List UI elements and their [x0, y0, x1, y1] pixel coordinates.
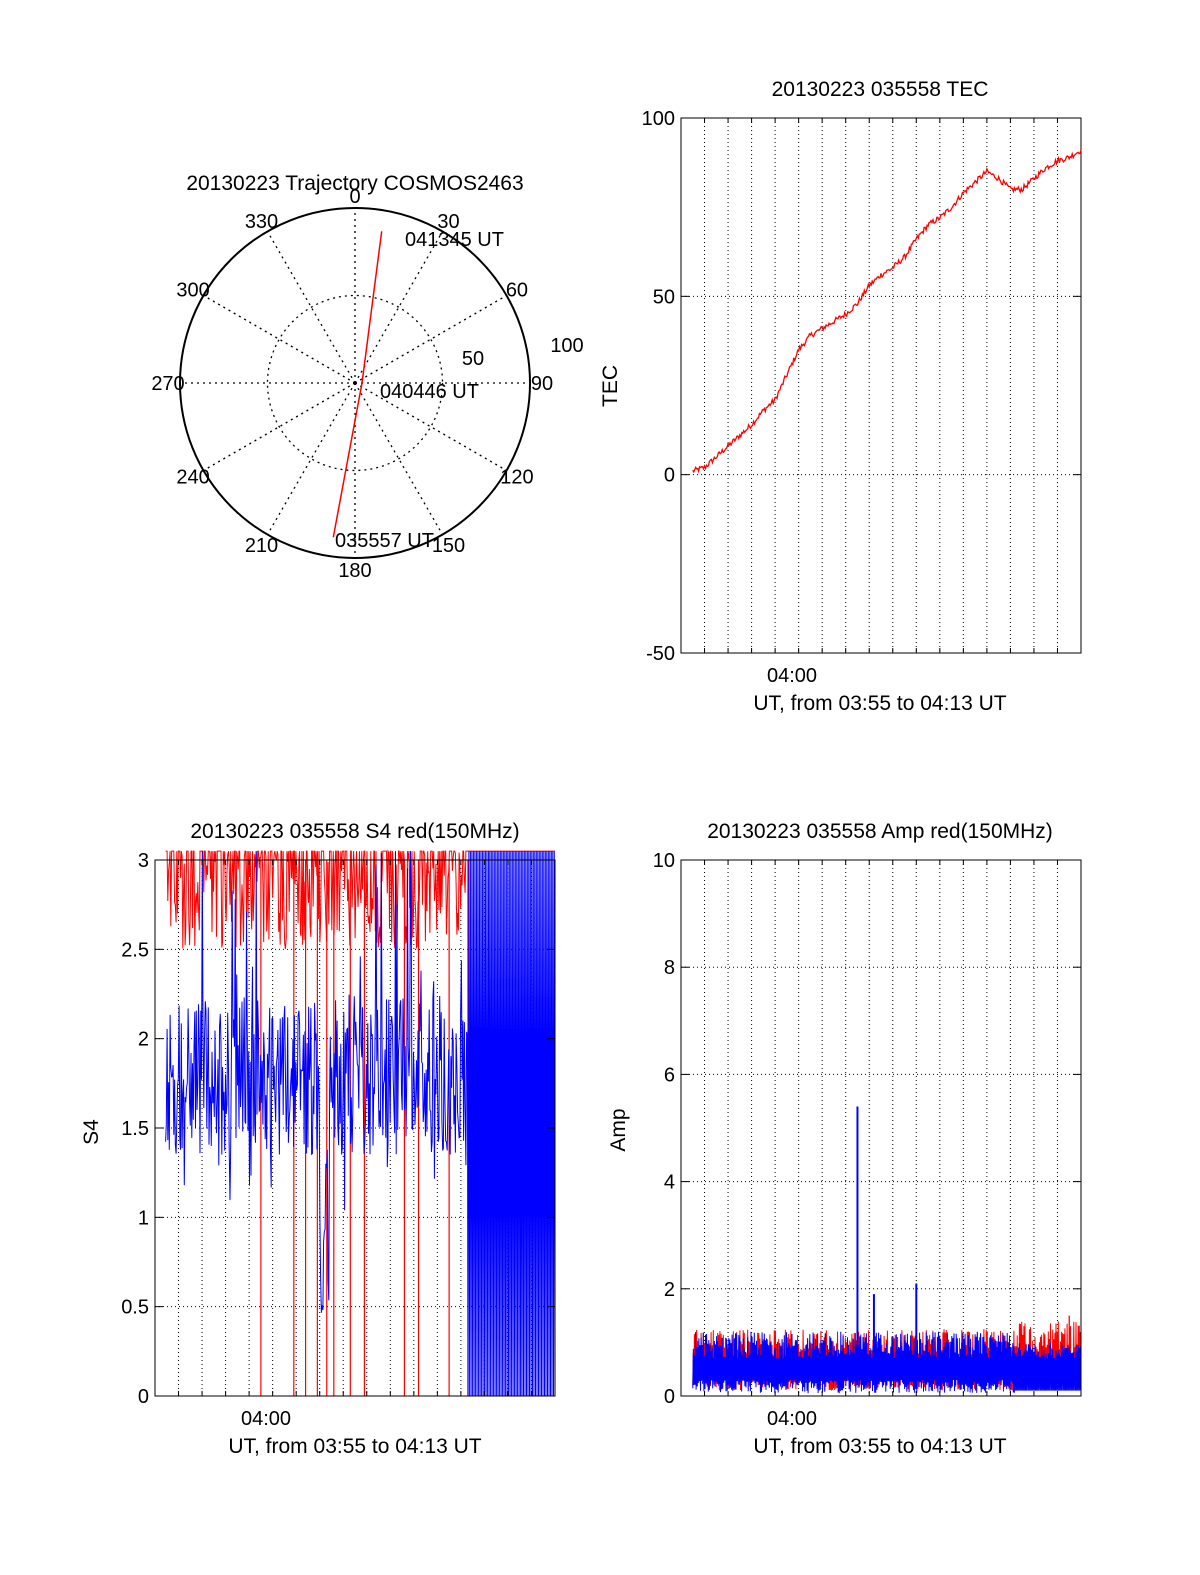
amp-blue-series — [692, 1106, 1082, 1394]
polar-radial-label-100: 100 — [550, 335, 583, 357]
polar-time-label-mid: 040446 UT — [380, 381, 479, 403]
polar-trajectory-panel: 20130223 Trajectory COSMOS2463 0 30 60 90 12… — [151, 172, 583, 582]
polar-angle-label: 60 — [506, 280, 528, 302]
s4-ytick-label: 2 — [138, 1029, 149, 1051]
polar-angle-label: 120 — [500, 467, 533, 489]
polar-angle-label: 0 — [349, 186, 360, 208]
s4-ytick-label: 1.5 — [121, 1118, 149, 1140]
s4-ytick-label: 0 — [138, 1386, 149, 1408]
polar-spoke — [203, 382, 356, 472]
polar-angle-label: 150 — [432, 535, 465, 557]
amp-y-ticks: 0 2 4 6 8 10 — [653, 850, 1082, 1408]
polar-angle-label: 90 — [531, 373, 553, 395]
amp-grid — [681, 860, 1081, 1396]
polar-trajectory-line — [332, 231, 383, 538]
tec-y-axis-label: TEC — [599, 365, 622, 407]
polar-angle-label: 330 — [245, 211, 278, 233]
amp-y-axis-label: Amp — [607, 1108, 630, 1151]
polar-angle-labels: 0 30 60 90 120 150 180 210 240 270 300 330 — [151, 186, 553, 582]
polar-spoke — [266, 231, 356, 384]
amp-plot-frame — [680, 859, 1082, 1397]
polar-ring-50 — [266, 294, 444, 472]
polar-title: 20130223 Trajectory COSMOS2463 — [186, 172, 523, 195]
tec-x-tick-label: 04:00 — [767, 665, 817, 687]
amp-x-axis-label: UT, from 03:55 to 04:13 UT — [753, 1435, 1006, 1458]
polar-angle-label: 240 — [176, 467, 209, 489]
amp-ytick-label: 4 — [664, 1172, 675, 1194]
polar-angle-label: 180 — [338, 560, 371, 582]
polar-spoke — [354, 231, 444, 384]
tec-x-axis-label: UT, from 03:55 to 04:13 UT — [753, 692, 1006, 715]
polar-spoke — [354, 382, 507, 472]
s4-y-ticks: 0 0.5 1 1.5 2 2.5 3 — [121, 850, 556, 1408]
polar-time-label-start: 035557 UT — [335, 530, 434, 552]
s4-y-axis-label: S4 — [80, 1119, 103, 1145]
amp-title: 20130223 035558 Amp red(150MHz) — [707, 820, 1053, 843]
amp-panel: 20130223 035558 Amp red(150MHz) 0246810 … — [607, 820, 1082, 1458]
s4-red-series — [165, 849, 555, 1396]
tec-plot-frame — [680, 117, 1082, 654]
polar-outer-circle — [179, 207, 531, 559]
s4-x-axis-label: UT, from 03:55 to 04:13 UT — [228, 1435, 481, 1458]
polar-angle-label: 300 — [176, 280, 209, 302]
tec-ytick-label: 100 — [642, 108, 675, 130]
polar-spoke — [354, 294, 507, 384]
polar-angle-label: 30 — [437, 211, 459, 233]
amp-x-tick-label: 04:00 — [767, 1408, 817, 1430]
amp-ytick-label: 6 — [664, 1064, 675, 1086]
s4-red-line — [165, 849, 555, 950]
tec-ytick-label: -50 — [646, 643, 675, 665]
tec-grid — [681, 118, 1081, 653]
amp-ytick-label: 0 — [664, 1386, 675, 1408]
polar-grid — [180, 208, 530, 558]
polar-angle-label: 270 — [151, 373, 184, 395]
tec-panel: 20130223 035558 TEC -50 0 50 100 04:00 UT, … — [599, 78, 1082, 715]
s4-title: 20130223 035558 S4 red(150MHz) — [190, 820, 519, 843]
amp-ytick-label: 2 — [664, 1279, 675, 1301]
polar-time-label-end: 041345 UT — [405, 229, 504, 251]
s4-ytick-label: 2.5 — [121, 939, 149, 961]
tec-ytick-label: 50 — [653, 286, 675, 308]
polar-spoke — [266, 382, 356, 535]
tec-series-line — [692, 149, 1082, 474]
amp-ytick-label: 10 — [653, 850, 675, 872]
tec-title: 20130223 035558 TEC — [772, 78, 989, 101]
s4-ytick-label: 0.5 — [121, 1297, 149, 1319]
s4-ytick-label: 3 — [138, 850, 149, 872]
s4-blue-line — [165, 851, 556, 1397]
amp-ytick-label: 8 — [664, 957, 675, 979]
tec-y-ticks: -50 0 50 100 — [642, 108, 1082, 665]
s4-panel: 20130223 035558 S4 red(150MHz) 0 0.5 1 1.5 2… — [80, 820, 556, 1458]
amp-blue-line — [692, 1331, 1082, 1394]
polar-angle-label: 210 — [245, 535, 278, 557]
polar-spoke — [203, 294, 356, 384]
polar-radial-label-50: 50 — [462, 348, 484, 370]
polar-spoke — [354, 382, 444, 535]
tec-ytick-label: 0 — [664, 465, 675, 487]
s4-blue-series — [165, 851, 556, 1397]
s4-x-tick-label: 04:00 — [241, 1408, 291, 1430]
s4-ytick-label: 1 — [138, 1207, 149, 1229]
